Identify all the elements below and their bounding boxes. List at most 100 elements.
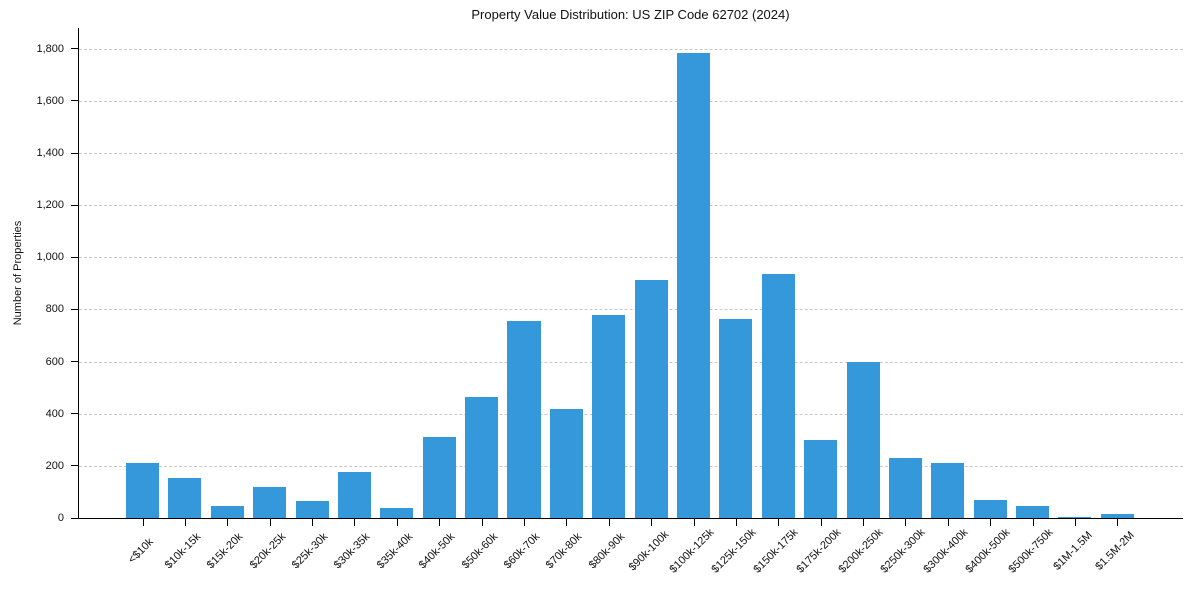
y-tick bbox=[71, 256, 78, 258]
x-tick bbox=[608, 519, 610, 526]
bar bbox=[676, 52, 711, 518]
x-tick-label-text: $60k-70k bbox=[501, 530, 543, 572]
x-tick bbox=[269, 519, 271, 526]
bar bbox=[465, 396, 499, 518]
y-tick-label: 0 bbox=[57, 512, 64, 524]
y-tick-label: 1,200 bbox=[36, 199, 64, 212]
x-tick bbox=[820, 519, 822, 526]
gridline bbox=[79, 361, 1183, 363]
x-tick bbox=[947, 519, 949, 526]
bar bbox=[719, 318, 753, 518]
y-tick bbox=[71, 100, 78, 102]
y-tick bbox=[71, 204, 78, 206]
x-tick bbox=[354, 519, 356, 526]
x-tick-label-text: $50k-60k bbox=[459, 530, 500, 572]
x-tick-label-text: <$10k bbox=[125, 536, 156, 566]
gridline bbox=[79, 309, 1183, 311]
x-tick-label-text: $1.5M-2M bbox=[1093, 529, 1138, 573]
x-tick-label-text: $35k-40k bbox=[374, 530, 416, 572]
x-tick-label-text: $80k-90k bbox=[586, 530, 627, 572]
gridline bbox=[79, 153, 1183, 155]
x-tick bbox=[396, 519, 398, 526]
y-tick bbox=[71, 48, 78, 50]
x-tick-label-text: $175k-200k bbox=[794, 526, 844, 576]
x-tick-label-text: $20k-25k bbox=[247, 530, 288, 572]
bar bbox=[1100, 514, 1134, 518]
x-tick bbox=[905, 519, 907, 526]
bar bbox=[804, 439, 838, 518]
y-tick-label: 200 bbox=[45, 459, 64, 472]
x-tick bbox=[1074, 519, 1076, 526]
x-tick bbox=[523, 519, 525, 526]
x-tick-label-text: $250k-300k bbox=[878, 526, 928, 576]
gridline bbox=[79, 465, 1183, 467]
y-tick bbox=[71, 413, 78, 415]
plot-area bbox=[78, 28, 1183, 519]
x-axis-tick-labels: <$10k $10k-15k $15k-20k $20k-25k $25k-30k $30… bbox=[79, 526, 1183, 590]
x-tick-label-text: $500k-750k bbox=[1005, 526, 1056, 576]
gridline bbox=[79, 205, 1183, 207]
bar bbox=[210, 506, 244, 518]
x-tick bbox=[227, 519, 229, 526]
y-tick-label: 400 bbox=[45, 407, 64, 420]
y-tick-label: 1,800 bbox=[36, 42, 64, 55]
y-tick-label: 600 bbox=[45, 355, 64, 368]
x-tick bbox=[184, 519, 186, 526]
bar bbox=[592, 314, 626, 518]
bar bbox=[507, 321, 541, 518]
bar bbox=[295, 501, 329, 518]
y-tick-label: 800 bbox=[45, 303, 64, 316]
gridline bbox=[79, 257, 1183, 259]
x-tick bbox=[778, 519, 780, 526]
bar bbox=[973, 499, 1007, 518]
x-tick-label-text: $10k-15k bbox=[162, 530, 204, 572]
bar bbox=[549, 408, 583, 518]
y-tick bbox=[71, 152, 78, 154]
x-tick bbox=[439, 519, 441, 526]
x-tick-label-text: $30k-35k bbox=[332, 530, 373, 572]
y-tick bbox=[71, 465, 78, 467]
bar bbox=[846, 361, 880, 518]
x-tick bbox=[566, 519, 568, 526]
x-tick-label-text: $100k-125k bbox=[666, 526, 717, 576]
bar bbox=[422, 437, 456, 518]
bar bbox=[337, 472, 371, 518]
bar bbox=[126, 463, 160, 518]
y-axis: 0 200 400 600 800 1,000 1,200 1,400 1,600 1,800 bbox=[0, 28, 78, 524]
bar bbox=[253, 486, 287, 518]
x-tick bbox=[735, 519, 737, 526]
x-axis bbox=[79, 519, 1183, 527]
gridline bbox=[79, 413, 1183, 415]
y-tick-label: 1,600 bbox=[36, 94, 64, 107]
x-tick bbox=[481, 519, 483, 526]
x-tick bbox=[312, 519, 314, 526]
chart-title: Property Value Distribution: US ZIP Code… bbox=[471, 7, 790, 22]
gridline bbox=[79, 48, 1183, 50]
x-tick-label-text: $90k-100k bbox=[626, 528, 672, 574]
y-tick bbox=[71, 361, 78, 363]
x-tick bbox=[1117, 519, 1119, 526]
gridline bbox=[79, 100, 1183, 102]
bar bbox=[168, 477, 202, 518]
y-tick bbox=[71, 517, 78, 519]
x-tick bbox=[693, 519, 695, 526]
bar bbox=[888, 458, 922, 518]
x-tick bbox=[651, 519, 653, 526]
x-tick bbox=[1032, 519, 1034, 526]
bar bbox=[761, 274, 795, 518]
x-tick-label-text: $15k-20k bbox=[205, 530, 246, 572]
bar bbox=[1016, 506, 1050, 518]
x-tick bbox=[142, 519, 144, 526]
bar bbox=[1058, 517, 1092, 518]
x-tick-label-text: $70k-80k bbox=[544, 530, 585, 572]
y-tick bbox=[71, 308, 78, 310]
y-tick-label: 1,000 bbox=[36, 251, 64, 264]
x-tick-label-text: $25k-30k bbox=[289, 530, 331, 572]
x-tick-label-text: $40k-50k bbox=[416, 530, 458, 572]
x-tick-label-text: $1M-1.5M bbox=[1051, 529, 1095, 573]
bar bbox=[931, 463, 965, 518]
bar bbox=[380, 507, 414, 518]
x-tick bbox=[863, 519, 865, 526]
x-tick bbox=[990, 519, 992, 526]
